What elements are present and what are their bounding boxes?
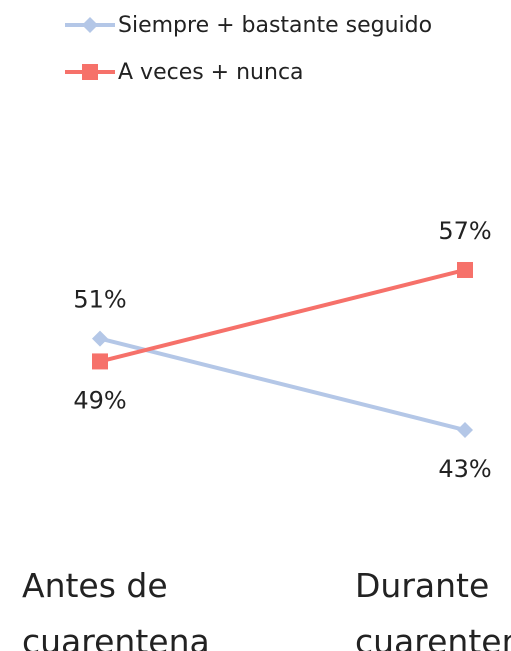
legend-label: Siempre + bastante seguido — [118, 13, 432, 38]
data-label: 57% — [438, 217, 491, 245]
x-tick-label: Durante cuarentena — [355, 566, 511, 651]
legend-label: A veces + nunca — [118, 60, 304, 85]
marker — [457, 422, 473, 439]
series-line — [99, 268, 466, 364]
marker — [82, 64, 98, 80]
x-tick-label: Antes de cuarentena — [22, 566, 210, 651]
data-label: 49% — [73, 386, 126, 414]
marker — [92, 330, 108, 347]
data-label: 43% — [438, 455, 491, 483]
marker — [457, 261, 473, 278]
marker — [92, 353, 108, 370]
data-label: 51% — [73, 286, 126, 314]
marker — [82, 17, 98, 33]
series-line — [99, 336, 466, 432]
